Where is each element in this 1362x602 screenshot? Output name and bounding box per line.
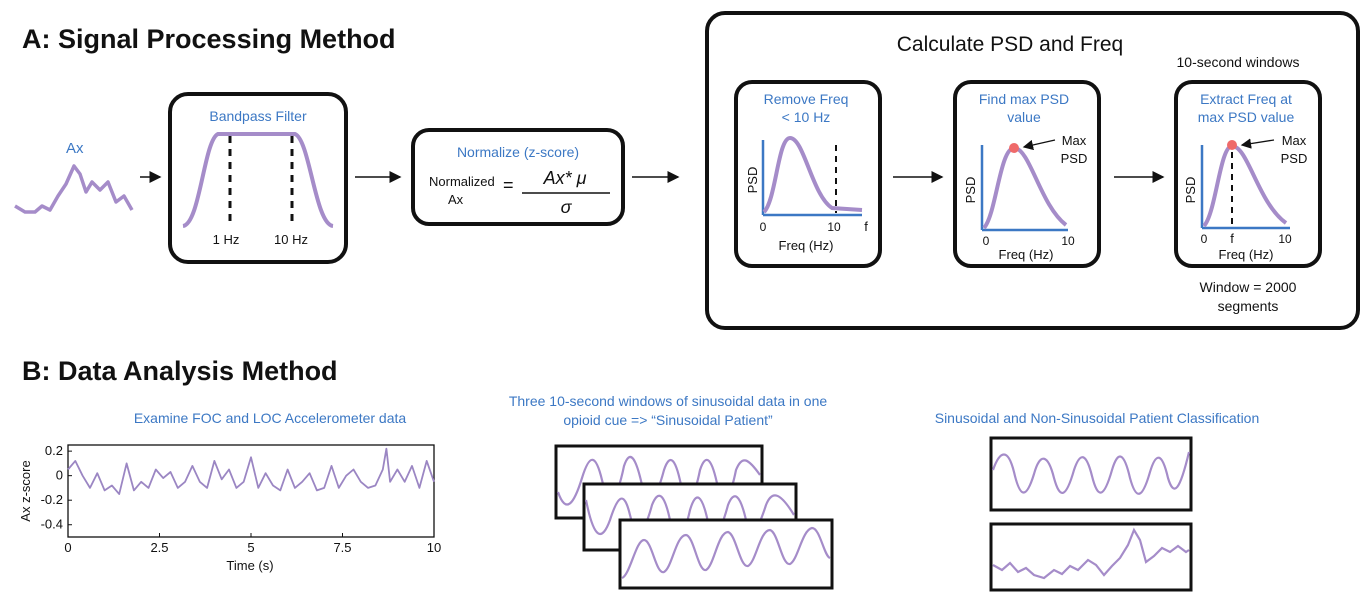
box3-tick-0: 0 [1201,232,1208,246]
box2-ann-2: PSD [1061,151,1088,166]
x-tick-label: 5 [247,540,254,555]
non-sinusoidal-patient-example [989,522,1193,592]
bandpass-box [168,92,348,264]
box3-ann-1: Max [1282,133,1307,148]
normalize-title: Normalize (z-score) [457,144,579,160]
normalize-box [411,128,625,226]
raw-ax-signal [14,164,134,214]
box2-ann-1: Max [1062,133,1087,148]
windows-note: 10-second windows [1177,54,1300,70]
box3-peak-marker [1227,140,1237,150]
box1-ylabel: PSD [745,167,760,194]
normalize-equals: = [503,175,514,195]
box3-ylabel: PSD [1183,177,1198,204]
y-tick-label: 0 [56,468,63,483]
psd-box-extract-freq [1174,80,1322,268]
box2-peak-arrow [1022,139,1056,151]
normalize-lhs-2: Ax [448,192,464,207]
box2-ylabel: PSD [963,177,978,204]
chart-xlabel: Time (s) [226,558,273,573]
box1-tick-f: f [864,219,868,234]
chart-series-line [67,447,435,496]
x-tick-label: 10 [427,540,441,555]
box3-psd-curve [1202,143,1288,228]
x-tick-label: 7.5 [333,540,351,555]
box2-xlabel: Freq (Hz) [999,247,1054,262]
box3-tick-10: 10 [1278,232,1292,246]
window-note-1: Window = 2000 [1200,279,1297,295]
box1-title-2: < 10 Hz [782,109,831,125]
chart-ylabel: Ax z-score [18,460,33,521]
box3-ann-2: PSD [1281,151,1308,166]
panel2-title-1: Three 10-second windows of sinusoidal da… [509,393,828,409]
sinusoidal-patient-example [989,436,1193,512]
bandpass-curve [182,132,334,228]
panel3-title: Sinusoidal and Non-Sinusoidal Patient Cl… [935,410,1260,426]
box3-peak-arrow [1240,138,1275,149]
bandpass-title: Bandpass Filter [209,108,307,124]
box1-title-1: Remove Freq [764,91,849,107]
box2-tick-0: 0 [983,234,990,248]
box3-title-2: max PSD value [1198,109,1295,125]
psd-panel-title: Calculate PSD and Freq [897,33,1123,56]
x-tick-label: 0 [64,540,71,555]
box3-title-1: Extract Freq at [1200,91,1292,107]
panel2-title-2: opioid cue => “Sinusoidal Patient” [563,412,773,428]
high-cutoff-label: 10 Hz [274,232,308,247]
psd-box-remove-freq [734,80,882,268]
y-tick-label: -0.4 [41,517,63,532]
accelerometer-chart: 0 2.5 5 7.5 10 0.2 0 -0.2 -0.4 Time (s) Ax z-sco… [18,443,441,573]
section-a-title: A: Signal Processing Method [22,24,396,54]
sinusoidal-window-3 [618,518,834,590]
psd-box-find-max [953,80,1101,268]
y-tick-label: 0.2 [45,443,63,458]
box1-psd-curve [762,135,863,214]
box2-title-1: Find max PSD [979,91,1069,107]
box1-tick-0: 0 [760,220,767,234]
box3-tick-f: f [1230,231,1234,246]
normalize-numerator: Ax* μ [543,168,587,188]
section-b-title: B: Data Analysis Method [22,356,338,386]
panel1-title: Examine FOC and LOC Accelerometer data [134,410,407,426]
ax-label: Ax [66,140,84,157]
normalize-denominator: σ [561,197,573,217]
normalize-lhs-1: Normalized [429,174,495,189]
box2-tick-10: 10 [1061,234,1075,248]
x-tick-label: 2.5 [150,540,168,555]
y-tick-label: -0.2 [41,492,63,507]
psd-panel [705,11,1360,330]
box2-psd-curve [982,145,1068,230]
box2-title-2: value [1007,109,1041,125]
box2-peak-marker [1009,143,1019,153]
window-note-2: segments [1218,298,1279,314]
box3-xlabel: Freq (Hz) [1219,247,1274,262]
box1-xlabel: Freq (Hz) [779,238,834,253]
box1-tick-10: 10 [827,220,841,234]
low-cutoff-label: 1 Hz [213,232,240,247]
